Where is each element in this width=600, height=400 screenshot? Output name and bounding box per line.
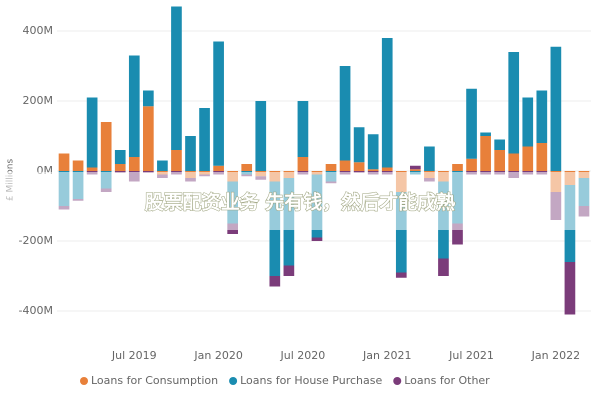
x-tick-label: Jul 2020 — [280, 349, 326, 362]
legend-label: Loans for House Purchase — [240, 374, 382, 387]
bar-segment — [213, 165, 224, 171]
bar-segment — [283, 265, 295, 276]
bar-segment — [213, 41, 224, 166]
x-tick-label: Jan 2020 — [193, 349, 242, 362]
bar-segment — [255, 101, 267, 171]
bar-segment — [480, 136, 491, 171]
bar-segment — [58, 153, 70, 171]
bar-segment — [86, 167, 98, 171]
bar-segment — [522, 146, 534, 171]
bar-segment — [269, 276, 281, 287]
bar-segment — [381, 38, 393, 168]
bar-segment — [466, 158, 477, 171]
y-tick-label: -200M — [19, 234, 53, 247]
bar-segment — [536, 143, 548, 171]
bar-segment — [171, 6, 182, 150]
bar-segment — [114, 150, 126, 164]
bar-segment — [311, 237, 323, 241]
bar-segment — [494, 139, 505, 150]
bar-segment — [522, 97, 534, 147]
bar-segment — [536, 90, 548, 143]
bar-segment — [438, 258, 449, 276]
bar-segment — [143, 90, 154, 107]
bar-segment — [410, 169, 421, 171]
legend-label: Loans for Other — [404, 374, 490, 387]
bar-segment — [395, 272, 407, 278]
bar-segment — [297, 157, 309, 171]
bar-segment — [480, 132, 491, 136]
bar-segment — [199, 108, 210, 171]
bar-segment — [564, 262, 576, 315]
legend-label: Loans for Consumption — [91, 374, 218, 387]
legend: Loans for Consumption Loans for House Pur… — [80, 374, 490, 387]
bar-segment — [128, 157, 140, 171]
x-tick-label: Jan 2022 — [531, 349, 580, 362]
bar-segment — [424, 146, 435, 171]
bar-segment — [353, 127, 365, 163]
legend-swatch — [393, 377, 402, 385]
legend-swatch — [80, 377, 88, 385]
bar-segment — [339, 66, 351, 161]
bar-segment — [185, 136, 196, 171]
bar-segment — [114, 171, 126, 173]
bar-segment — [171, 150, 182, 171]
bar-segment — [353, 162, 365, 171]
bar-segment — [410, 165, 421, 170]
y-tick-label: -400M — [19, 304, 53, 317]
y-tick-label: 400M — [23, 24, 54, 37]
bar-segment — [367, 134, 379, 170]
bar-segment — [452, 223, 463, 245]
bar-segment — [143, 106, 154, 171]
bar-segment — [143, 171, 154, 173]
bar-segment — [325, 164, 337, 171]
bar-segment — [395, 192, 407, 273]
bar-segment — [100, 122, 112, 171]
bar-segment — [550, 46, 562, 171]
bar-segment — [452, 164, 463, 171]
x-tick-label: Jan 2021 — [362, 349, 411, 362]
banner-text: 股票配资业务 先有钱，然后才能成熟 — [145, 191, 456, 214]
bar-segment — [494, 150, 505, 171]
legend-swatch — [229, 377, 238, 385]
bar-segment — [353, 171, 365, 173]
bar-segment — [381, 167, 393, 171]
x-tick-label: Jul 2019 — [111, 349, 157, 362]
bar-segment — [508, 153, 520, 171]
bar-segment — [297, 101, 309, 157]
banner-band — [0, 172, 600, 230]
bar-segment — [72, 160, 84, 171]
bar-segment — [508, 52, 520, 154]
bar-segment — [157, 160, 168, 171]
y-tick-label: 200M — [23, 94, 54, 107]
bar-segment — [128, 55, 140, 157]
bar-segment — [86, 97, 98, 168]
bar-segment — [367, 169, 379, 171]
x-tick-label: Jul 2021 — [448, 349, 494, 362]
bar-segment — [466, 88, 477, 159]
bar-segment — [114, 164, 126, 171]
bar-segment — [339, 160, 351, 171]
bar-segment — [241, 164, 253, 171]
